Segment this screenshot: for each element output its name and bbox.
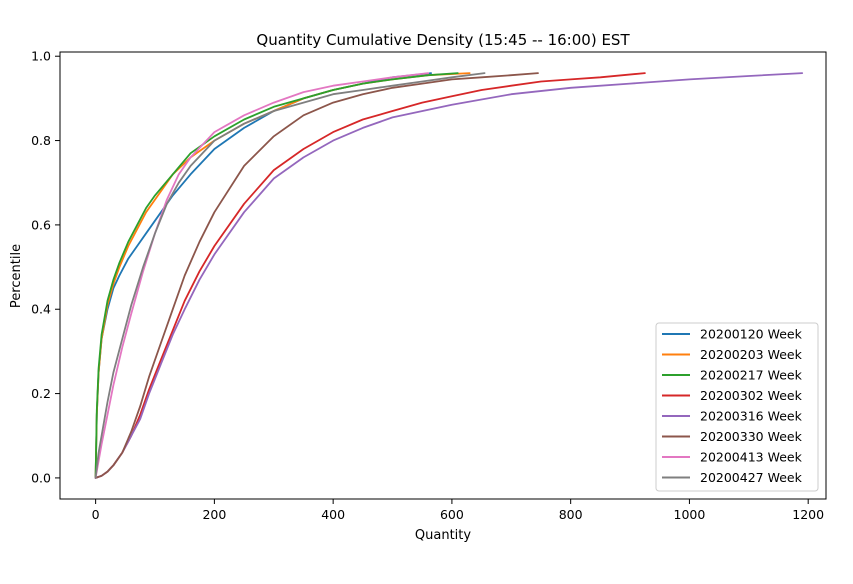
y-tick-label: 0.4 bbox=[31, 302, 51, 317]
legend-label: 20200217 Week bbox=[700, 368, 803, 383]
y-tick-label: 1.0 bbox=[31, 49, 51, 64]
x-tick-label: 0 bbox=[92, 507, 100, 522]
legend-label: 20200413 Week bbox=[700, 450, 803, 465]
legend-label: 20200302 Week bbox=[700, 388, 803, 403]
x-tick-label: 1200 bbox=[792, 507, 824, 522]
y-axis-label: Percentile bbox=[9, 244, 24, 308]
x-tick-label: 1000 bbox=[674, 507, 706, 522]
y-tick-label: 0.0 bbox=[31, 470, 51, 485]
legend-label: 20200316 Week bbox=[700, 409, 803, 424]
legend: 20200120 Week 20200203 Week 20200217 Week 2… bbox=[655, 322, 819, 492]
legend-label: 20200330 Week bbox=[700, 429, 803, 444]
series-layer bbox=[94, 72, 804, 479]
series-line-20200427-week bbox=[94, 72, 486, 479]
legend-label: 20200203 Week bbox=[700, 347, 803, 362]
y-axis-ticks: 0.0 0.2 0.4 0.6 0.8 1.0 bbox=[31, 49, 60, 485]
series-line-20200217-week bbox=[94, 72, 459, 479]
x-tick-label: 400 bbox=[321, 507, 345, 522]
series-line-20200330-week bbox=[94, 72, 539, 479]
legend-box bbox=[655, 322, 819, 492]
plot-frame bbox=[59, 51, 827, 500]
legend-label: 20200427 Week bbox=[700, 470, 803, 485]
x-axis-label: Quantity bbox=[415, 528, 471, 543]
y-tick-label: 0.8 bbox=[31, 133, 51, 148]
chart-title: Quantity Cumulative Density (15:45 -- 16… bbox=[256, 31, 630, 49]
y-tick-label: 0.2 bbox=[31, 386, 51, 401]
x-tick-label: 600 bbox=[440, 507, 464, 522]
y-tick-label: 0.6 bbox=[31, 217, 51, 232]
x-tick-label: 200 bbox=[202, 507, 226, 522]
x-axis-ticks: 0 200 400 600 800 1000 1200 bbox=[92, 499, 824, 522]
legend-label: 20200120 Week bbox=[700, 327, 803, 342]
series-line-20200413-week bbox=[94, 72, 430, 479]
x-tick-label: 800 bbox=[559, 507, 583, 522]
